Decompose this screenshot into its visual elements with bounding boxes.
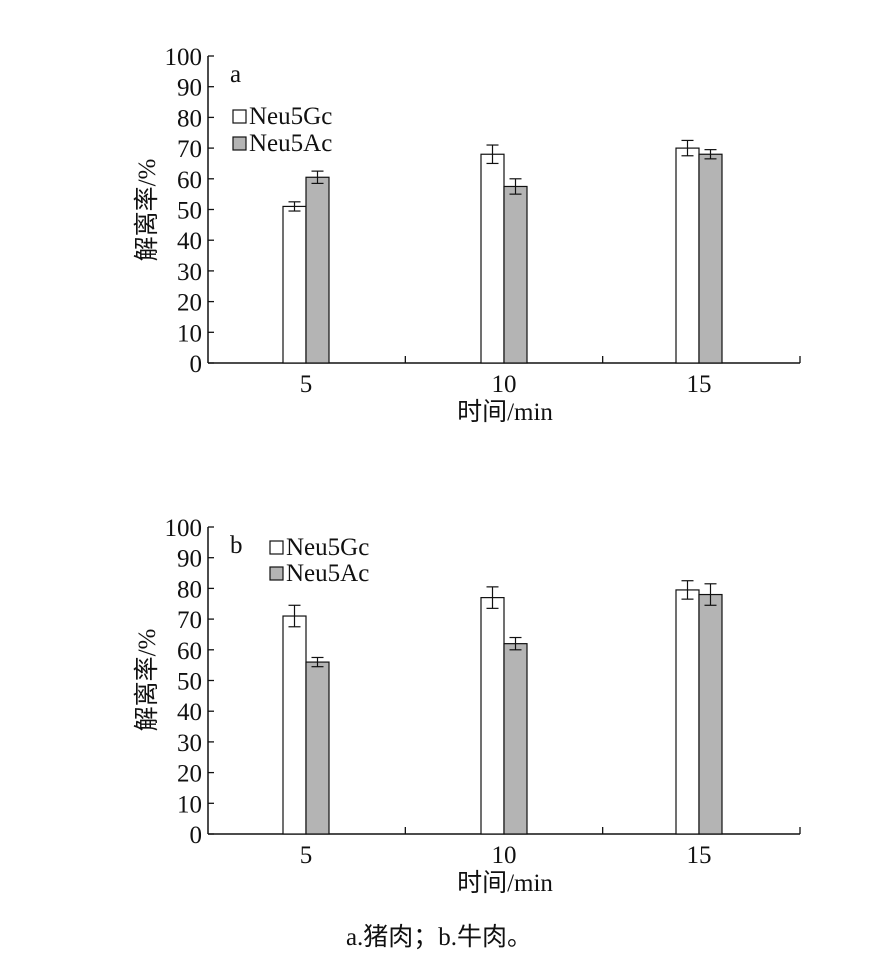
x-tick-label: 15 xyxy=(687,842,712,869)
figure-caption: a.猪肉；b.牛肉。 xyxy=(345,924,533,951)
panel-label-b: b xyxy=(230,532,243,559)
legend-label-neu5ac: Neu5Ac xyxy=(286,560,369,587)
y-tick-label: 20 xyxy=(177,761,202,788)
x-tick-label: 15 xyxy=(687,371,712,398)
x-tick-label: 5 xyxy=(300,371,313,398)
y-tick-label: 0 xyxy=(190,351,203,378)
legend: Neu5Gc Neu5Ac xyxy=(269,534,369,587)
y-tick-label: 90 xyxy=(177,546,202,573)
bar-neu5gc-15 xyxy=(675,147,700,364)
chart-panel-b: b 解离率/% 时间/min Neu5Gc Neu5Ac 0 10 20 30 40 50… xyxy=(133,515,801,897)
y-tick-label: 100 xyxy=(165,44,203,71)
legend-swatch-neu5gc xyxy=(269,540,284,555)
bar-neu5gc-10 xyxy=(480,153,505,364)
chart-panel-a: a 解离率/% 时间/min Neu5Gc Neu5Ac 0 10 20 30 40 50… xyxy=(133,44,801,426)
bar-neu5ac-5 xyxy=(305,661,330,835)
x-axis-title: 时间/min xyxy=(457,869,553,897)
y-tick-label: 30 xyxy=(177,259,202,286)
y-tick-label: 40 xyxy=(177,228,202,255)
legend-label-neu5gc: Neu5Gc xyxy=(249,103,332,130)
y-tick-label: 70 xyxy=(177,136,202,163)
bar-neu5ac-15 xyxy=(698,593,723,835)
y-tick-label: 0 xyxy=(190,822,203,849)
bar-neu5ac-5 xyxy=(305,176,330,364)
bar-neu5ac-10 xyxy=(503,185,528,364)
y-tick-label: 10 xyxy=(177,320,202,347)
legend-label-neu5ac: Neu5Ac xyxy=(249,130,332,157)
legend-swatch-neu5ac xyxy=(232,136,247,151)
y-tick-label: 30 xyxy=(177,730,202,757)
y-tick-label: 50 xyxy=(177,198,202,225)
y-tick-label: 80 xyxy=(177,105,202,132)
bar-neu5ac-15 xyxy=(698,153,723,364)
x-axis-title: 时间/min xyxy=(457,398,553,426)
bar-neu5gc-15 xyxy=(675,589,700,835)
y-tick-label: 100 xyxy=(165,515,203,542)
y-tick-label: 80 xyxy=(177,576,202,603)
x-tick-label: 10 xyxy=(492,842,517,869)
x-tick-label: 5 xyxy=(300,842,313,869)
y-tick-label: 60 xyxy=(177,167,202,194)
y-tick-label: 10 xyxy=(177,791,202,818)
y-tick-label: 90 xyxy=(177,75,202,102)
y-axis-title: 解离率/% xyxy=(133,159,161,262)
legend-swatch-neu5ac xyxy=(269,566,284,581)
y-tick-label: 40 xyxy=(177,699,202,726)
y-tick-label: 50 xyxy=(177,669,202,696)
panel-label-a: a xyxy=(230,61,241,88)
y-tick-label: 70 xyxy=(177,607,202,634)
bar-neu5gc-5 xyxy=(282,205,307,364)
legend-label-neu5gc: Neu5Gc xyxy=(286,534,369,561)
legend: Neu5Gc Neu5Ac xyxy=(232,103,332,157)
bar-neu5gc-10 xyxy=(480,597,505,835)
bar-neu5ac-10 xyxy=(503,643,528,835)
y-tick-label: 60 xyxy=(177,638,202,665)
legend-swatch-neu5gc xyxy=(232,109,247,124)
y-tick-label: 20 xyxy=(177,290,202,317)
y-axis-title: 解离率/% xyxy=(133,629,161,732)
bar-neu5gc-5 xyxy=(282,615,307,835)
x-tick-label: 10 xyxy=(492,371,517,398)
